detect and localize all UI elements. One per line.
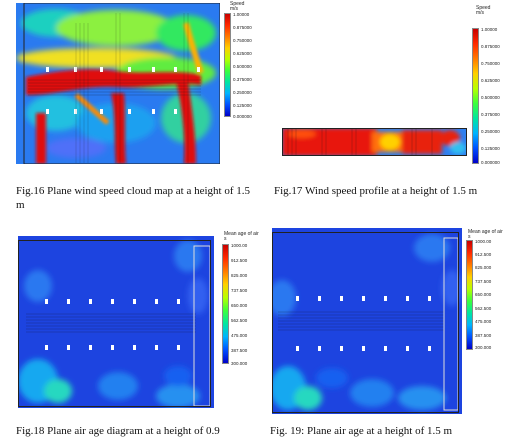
fig17-colorbar-title: Speed m/s (476, 5, 491, 16)
fig18-tick: 387.500 (231, 348, 248, 353)
fig18-caption: Fig.18 Plane air age diagram at a height… (16, 425, 220, 437)
fig17-tick: 0.375000 (481, 112, 500, 117)
fig19-contour-map (272, 228, 462, 414)
fig18-tick: 912.500 (231, 258, 248, 263)
fig19-colorbar: Mean age of air s 1000.00 912.500 825.00… (466, 230, 512, 354)
fig16-tick: 0.750000 (233, 38, 252, 43)
fig16-tick: 0.500000 (233, 64, 252, 69)
fig16-tick: 0.375000 (233, 77, 252, 82)
fig18-contour-map (18, 236, 214, 408)
fig19-tick: 650.000 (475, 292, 492, 297)
fig19-tick: 562.500 (475, 306, 492, 311)
fig18-tick: 1000.00 (231, 243, 248, 248)
fig18-colorbar-gradient (222, 244, 229, 364)
fig16-tick: 0.250000 (233, 90, 252, 95)
fig19-tick: 475.000 (475, 319, 492, 324)
fig17-profile-map (282, 128, 467, 156)
fig19-plot (272, 228, 462, 414)
fig17-tick: 0.875000 (481, 44, 500, 49)
fig17-tick: 0.750000 (481, 61, 500, 66)
fig19-tick: 825.000 (475, 265, 492, 270)
fig18-vents (45, 299, 180, 350)
fig17-tick: 0.125000 (481, 146, 500, 151)
fig19-colorbar-gradient (466, 240, 473, 350)
fig16-plot (16, 3, 220, 164)
fig16-contour-map (16, 3, 220, 164)
fig19-tick: 300.000 (475, 345, 492, 350)
fig16-colorbar-gradient (224, 13, 231, 117)
fig18-tick: 475.000 (231, 333, 248, 338)
fig17-caption: Fig.17 Wind speed profile at a height of… (274, 185, 478, 197)
fig18-colorbar-title: Mean age of air s (224, 231, 259, 242)
fig16-tick: 0.125000 (233, 103, 252, 108)
fig19-tick: 387.500 (475, 333, 492, 338)
fig18-tick: 300.000 (231, 361, 248, 366)
fig19-caption: Fig. 19: Plane air age at a height of 1.… (270, 425, 453, 437)
fig18-tick: 650.000 (231, 303, 248, 308)
fig16-colorbar-title: Speed m/s (230, 1, 245, 12)
fig17-tick: 0.250000 (481, 129, 500, 134)
fig19-tick: 737.500 (475, 279, 492, 284)
fig17-colorbar: Speed m/s 1.00000 0.875000 0.750000 0.62… (472, 5, 512, 165)
fig18-plot (18, 236, 214, 408)
fig16-tick: 1.00000 (233, 12, 250, 17)
fig19-colorbar-title: Mean age of air s (468, 229, 503, 240)
fig19-vents (296, 296, 431, 351)
fig16-caption: Fig.16 Plane wind speed cloud map at a h… (16, 185, 251, 211)
fig16-colorbar: Speed m/s 1.00000 0.875000 0.750000 0.62… (224, 2, 260, 122)
fig17-tick: 1.00000 (481, 27, 498, 32)
fig18-tick: 737.500 (231, 288, 248, 293)
fig18-tick: 562.500 (231, 318, 248, 323)
fig19-tick: 1000.00 (475, 239, 492, 244)
fig18-colorbar: Mean age of air s 1000.00 912.500 825.00… (222, 232, 262, 370)
fig17-tick: 0.625000 (481, 78, 500, 83)
fig16-tick: 0.000000 (233, 114, 252, 119)
fig17-colorbar-gradient (472, 28, 479, 164)
fig19-tick: 912.500 (475, 252, 492, 257)
fig17-tick: 0.500000 (481, 95, 500, 100)
fig18-tick: 825.000 (231, 273, 248, 278)
fig17-plot (282, 128, 467, 156)
fig16-vents (46, 67, 200, 114)
fig16-tick: 0.875000 (233, 25, 252, 30)
fig17-tick: 0.000000 (481, 160, 500, 165)
fig16-tick: 0.625000 (233, 51, 252, 56)
